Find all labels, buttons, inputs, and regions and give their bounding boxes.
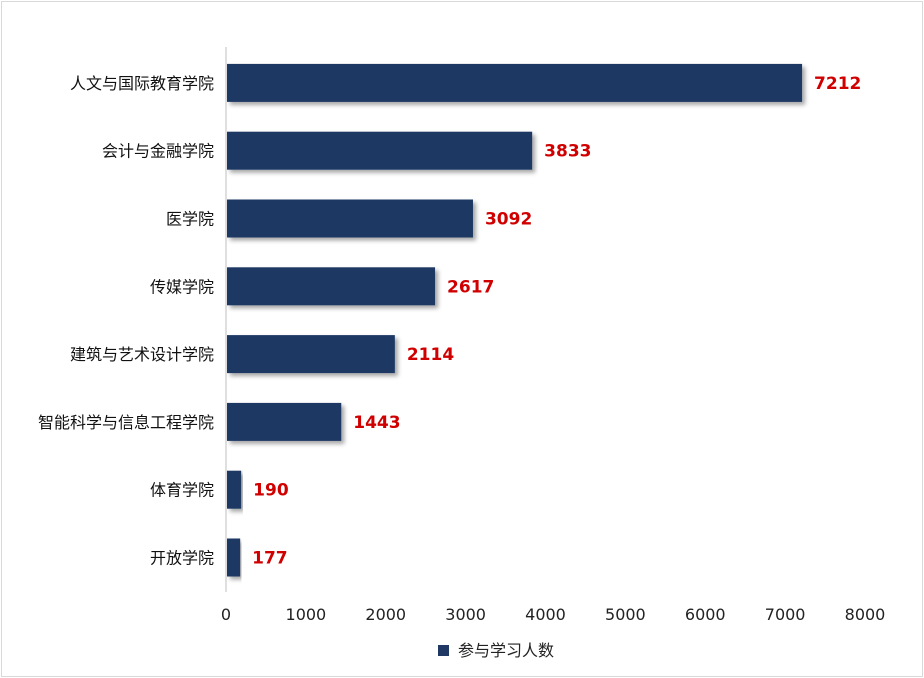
x-tick-label-7: 6000	[685, 605, 726, 624]
x-tick-label-5: 4000	[525, 605, 566, 624]
category-label-7: 体育学院	[150, 481, 214, 500]
x-tick-label-8: 7000	[765, 605, 806, 624]
value-label-1: 7212	[814, 74, 861, 94]
legend-swatch	[438, 645, 449, 656]
category-label-3: 医学院	[166, 210, 214, 229]
legend: 参与学习人数	[438, 641, 554, 660]
bar-8	[227, 538, 241, 577]
value-label-7: 190	[253, 481, 289, 501]
bar-5	[227, 335, 395, 374]
value-label-5: 2114	[407, 345, 454, 365]
bar-2	[227, 131, 533, 170]
category-label-8: 开放学院	[150, 549, 214, 568]
x-tick-label-6: 5000	[605, 605, 646, 624]
legend-label: 参与学习人数	[458, 641, 554, 660]
x-tick-label-1: 0	[221, 605, 231, 624]
value-label-6: 1443	[353, 413, 400, 433]
bar-1	[227, 63, 803, 102]
value-label-2: 3833	[544, 142, 591, 162]
bar-3	[227, 199, 473, 238]
value-label-4: 2617	[447, 277, 494, 297]
category-label-4: 传媒学院	[150, 277, 214, 296]
bar-4	[227, 267, 436, 306]
x-tick-label-3: 2000	[365, 605, 406, 624]
x-tick-label-2: 1000	[286, 605, 327, 624]
bar-6	[227, 402, 342, 441]
category-label-1: 人文与国际教育学院	[70, 74, 214, 93]
value-label-8: 177	[252, 549, 288, 569]
bar-7	[227, 470, 242, 509]
x-tick-label-4: 3000	[445, 605, 486, 624]
x-tick-label-9: 8000	[845, 605, 886, 624]
category-label-5: 建筑与艺术设计学院	[70, 345, 214, 364]
category-label-6: 智能科学与信息工程学院	[38, 413, 214, 432]
value-label-3: 3092	[485, 210, 532, 230]
category-label-2: 会计与金融学院	[102, 142, 214, 161]
